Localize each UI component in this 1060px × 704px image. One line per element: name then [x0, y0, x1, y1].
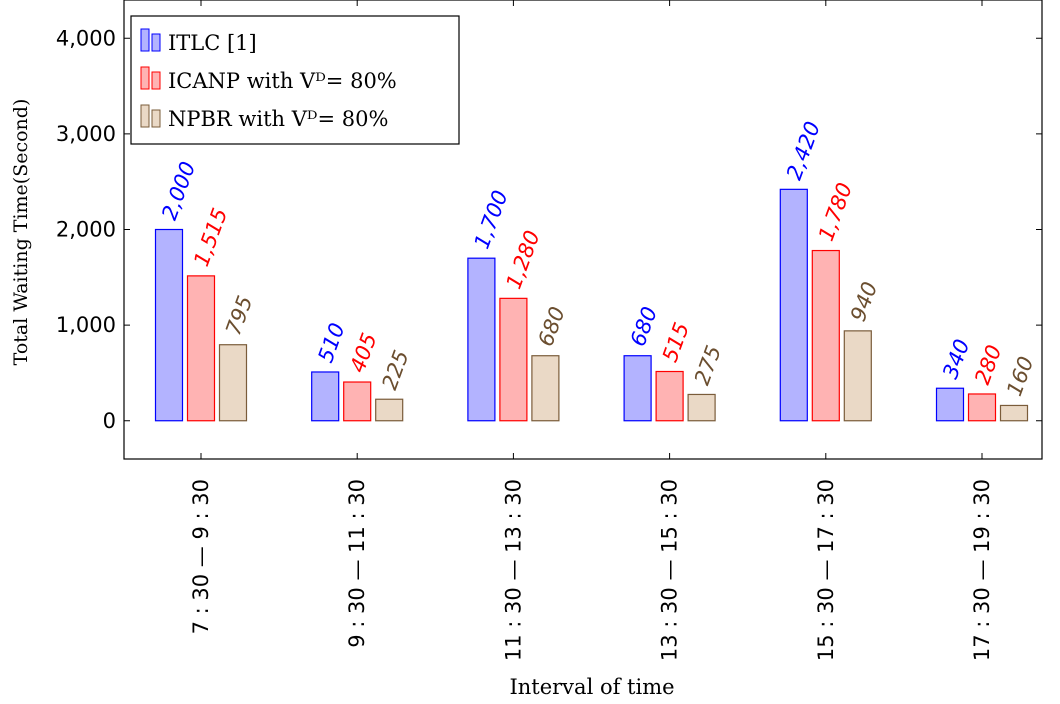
x-tick-label: 9 : 30 — 11 : 30 [345, 479, 369, 648]
legend-swatch [151, 109, 161, 128]
bar-value-label: 795 [221, 293, 257, 339]
bar [935, 387, 965, 422]
legend-entry: NPBR with Vᴰ= 80% [168, 107, 388, 131]
x-tick-label: 13 : 30 — 15 : 30 [658, 479, 682, 661]
bar-value-label: 1,700 [470, 187, 513, 252]
bar-value-label: 1,515 [189, 205, 232, 270]
bar [967, 393, 997, 422]
bar [186, 275, 216, 422]
bar [218, 344, 248, 422]
y-tick-label: 3,000 [56, 122, 116, 146]
bar-value-label: 1,280 [502, 227, 545, 292]
x-axis-label: Interval of time [509, 675, 674, 699]
bar-value-label: 405 [345, 330, 381, 376]
y-tick-label: 1,000 [56, 313, 116, 337]
bar-value-label: 160 [1002, 353, 1038, 399]
x-tick-label: 7 : 30 — 9 : 30 [189, 479, 213, 634]
legend-box [130, 15, 460, 145]
bar-value-label: 280 [970, 342, 1006, 388]
bar-value-label: 2,420 [782, 118, 825, 183]
y-tick-label: 0 [103, 409, 116, 433]
bar [499, 297, 528, 422]
bar [623, 355, 652, 422]
legend-entry: ITLC [1] [168, 31, 257, 55]
bar [999, 404, 1029, 422]
legend-swatch [140, 104, 150, 128]
bar [811, 249, 840, 422]
legend-swatch [151, 33, 161, 52]
bar [375, 398, 404, 422]
x-tick-label: 15 : 30 — 17 : 30 [814, 479, 838, 661]
legend-swatch [140, 28, 150, 52]
bar [779, 188, 808, 422]
bar-value-label: 2,000 [157, 159, 200, 224]
x-tick-label: 17 : 30 — 19 : 30 [970, 479, 994, 661]
legend: ITLC [1] ICANP with Vᴰ= 80% NPBR with Vᴰ= … [130, 15, 460, 145]
bar [843, 330, 872, 422]
bar [467, 257, 496, 422]
bar [311, 371, 340, 422]
bar-value-label: 680 [534, 304, 570, 350]
y-tick-label: 2,000 [56, 218, 116, 242]
bar-value-label: 680 [626, 304, 662, 350]
bar [655, 370, 684, 422]
bar-value-label: 340 [938, 336, 974, 382]
x-tick-label: 11 : 30 — 13 : 30 [501, 479, 525, 661]
bar [531, 355, 560, 422]
legend-swatch [140, 66, 150, 90]
bar [687, 393, 716, 422]
bar-value-label: 940 [846, 279, 882, 325]
bar-value-label: 515 [658, 319, 694, 365]
bar-value-label: 1,780 [814, 180, 857, 245]
bar [343, 381, 372, 422]
y-tick-label: 4,000 [56, 26, 116, 50]
legend-swatch [151, 71, 161, 90]
y-axis-label: Total Waiting Time(Second) [10, 99, 32, 366]
bar [154, 228, 184, 422]
bar-value-label: 275 [690, 342, 726, 388]
bar-value-label: 225 [377, 347, 413, 393]
legend-entry: ICANP with Vᴰ= 80% [168, 69, 397, 93]
bar-value-label: 510 [313, 320, 349, 366]
